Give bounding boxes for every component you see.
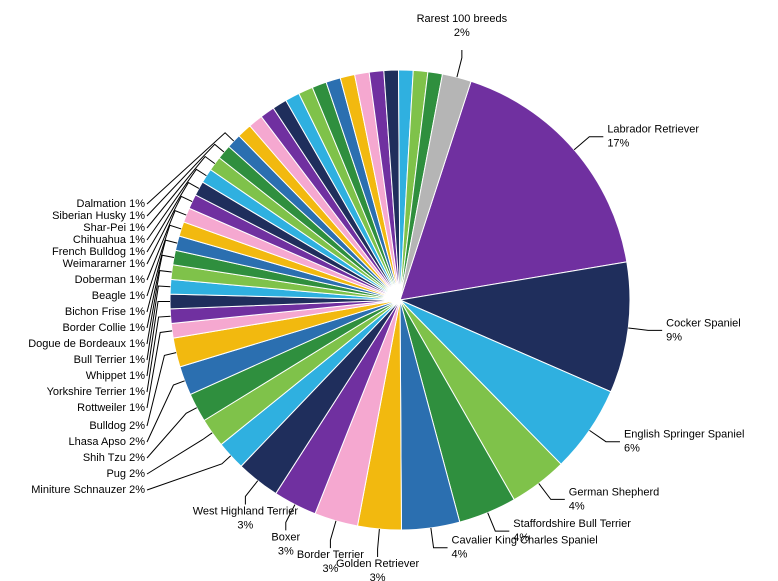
slice-label: Pug 2% xyxy=(106,468,145,480)
slice-pct: 17% xyxy=(607,138,629,150)
slice-label: Yorkshire Terrier 1% xyxy=(47,386,146,398)
slice-label: Cocker Spaniel xyxy=(666,317,741,329)
slice-label: Weimararner 1% xyxy=(63,258,146,270)
slice-label: West Highland Terrier xyxy=(193,505,299,517)
slice-label: Beagle 1% xyxy=(92,290,145,302)
slice-label: Shar-Pei 1% xyxy=(83,222,145,234)
slice-pct: 3% xyxy=(370,572,386,581)
slice-label: Border Collie 1% xyxy=(62,322,145,334)
slice-pct: 3% xyxy=(322,563,338,575)
slice-pct: 2% xyxy=(454,27,470,39)
slice-label: Doberman 1% xyxy=(75,274,146,286)
slice-label: Siberian Husky 1% xyxy=(52,210,145,222)
slice-pct: 6% xyxy=(624,443,640,455)
slice-pct: 4% xyxy=(569,500,585,512)
slice-label: Bull Terrier 1% xyxy=(74,354,146,366)
slice-pct: 4% xyxy=(452,549,468,561)
slice-label: Whippet 1% xyxy=(86,370,146,382)
slice-label: German Shepherd xyxy=(569,486,660,498)
slice-label: Dogue de Bordeaux 1% xyxy=(28,338,145,350)
slice-label: Rarest 100 breeds xyxy=(417,13,508,25)
slice-label: English Springer Spaniel xyxy=(624,429,744,441)
slice-label: Labrador Retriever xyxy=(607,124,699,136)
slice-label: Miniture Schnauzer 2% xyxy=(31,484,145,496)
slice-label: Cavalier King Charles Spaniel xyxy=(452,535,598,547)
slice-pct: 3% xyxy=(278,545,294,557)
slice-pct: 3% xyxy=(237,519,253,531)
pie-chart: Labrador Retriever 17% Cocker Spaniel 9% Eng… xyxy=(0,0,778,581)
slice-label: Dalmation 1% xyxy=(77,198,146,210)
slice-label: Rottweiler 1% xyxy=(77,402,145,414)
slice-label: Lhasa Apso 2% xyxy=(69,436,146,448)
slice-label: French Bulldog 1% xyxy=(52,246,145,258)
slice-label: Bichon Frise 1% xyxy=(65,306,145,318)
slice-label: Boxer xyxy=(271,531,300,543)
slice-label: Bulldog 2% xyxy=(89,420,145,432)
slice-label: Shih Tzu 2% xyxy=(83,452,145,464)
slice-label: Border Terrier xyxy=(297,549,364,561)
slice-label: Chihuahua 1% xyxy=(73,234,145,246)
slice-pct: 9% xyxy=(666,331,682,343)
slice-label: Staffordshire Bull Terrier xyxy=(513,518,631,530)
